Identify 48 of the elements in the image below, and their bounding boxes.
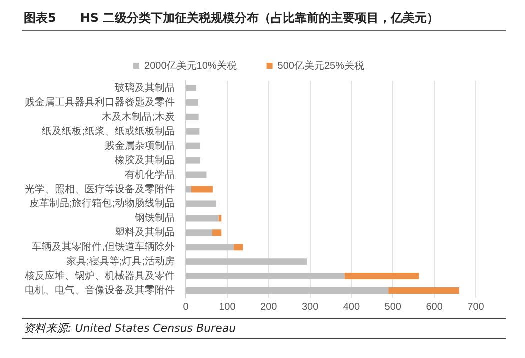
legend-label: 2000亿美元10%关税: [144, 60, 237, 72]
x-tick-label: 100: [219, 302, 236, 313]
y-tick-label: 橡胶及其制品: [115, 154, 175, 166]
bar: [234, 244, 244, 251]
bar: [186, 84, 196, 92]
y-tick-label: 玻璃及其制品: [115, 82, 175, 94]
x-tick-label: 700: [468, 302, 485, 313]
bar: [212, 230, 222, 236]
bar: [186, 186, 192, 193]
x-tick-label: 500: [384, 302, 402, 313]
y-tick-label: 贱金属工具器具利口器餐匙及零件: [25, 96, 175, 108]
y-tick-label: 塑料及其制品: [115, 226, 175, 239]
bar: [186, 157, 200, 164]
bar: [218, 215, 222, 222]
y-tick-label: 钢铁制品: [134, 212, 175, 224]
bar: [186, 172, 207, 178]
chart-title: 图表5 HS 二级分类下加征关税规模分布（占比靠前的主要项目，亿美元）: [22, 8, 506, 31]
bar: [191, 186, 213, 193]
y-tick-label: 核反应堆、锅炉、机械器具及零件: [24, 270, 175, 282]
y-tick-label: 贱金属杂项制品: [105, 140, 175, 152]
x-tick-label: 200: [260, 302, 278, 313]
bar: [186, 288, 389, 294]
legend-label: 500亿美元25%关税: [278, 60, 364, 72]
x-tick-label: 400: [343, 302, 360, 313]
bar: [186, 99, 198, 106]
bar: [186, 200, 216, 208]
bar: [186, 128, 200, 135]
y-tick-label: 光学、照相、医疗等设备及零附件: [25, 183, 175, 196]
y-tick-label: 有机化学品: [125, 168, 175, 181]
bar: [388, 288, 460, 294]
bar: [186, 114, 199, 120]
y-tick-label: 皮革制品;旅行箱包;动物肠线制品: [29, 198, 175, 210]
bar: [186, 258, 307, 266]
y-tick-label: 纸及纸板;纸浆、纸或纸板制品: [42, 125, 175, 138]
y-tick-label: 木及木制品;木炭: [102, 110, 175, 123]
bar: [186, 273, 345, 280]
x-tick-label: 0: [183, 302, 190, 313]
bar: [186, 230, 213, 236]
bar: [344, 273, 420, 280]
bar: [186, 142, 200, 150]
bar: [186, 244, 234, 251]
x-tick-label: 600: [426, 302, 444, 313]
bar: [186, 215, 219, 222]
y-tick-label: 家具;寝具等;灯具;活动房: [66, 256, 175, 268]
y-tick-label: 电机、电气、音像设备及其零附件: [25, 284, 175, 297]
x-tick-label: 300: [302, 302, 320, 313]
y-tick-label: 车辆及其零附件,但铁道车辆除外: [32, 241, 175, 254]
text: 资料来源: United States Census Bureau: [22, 318, 506, 339]
